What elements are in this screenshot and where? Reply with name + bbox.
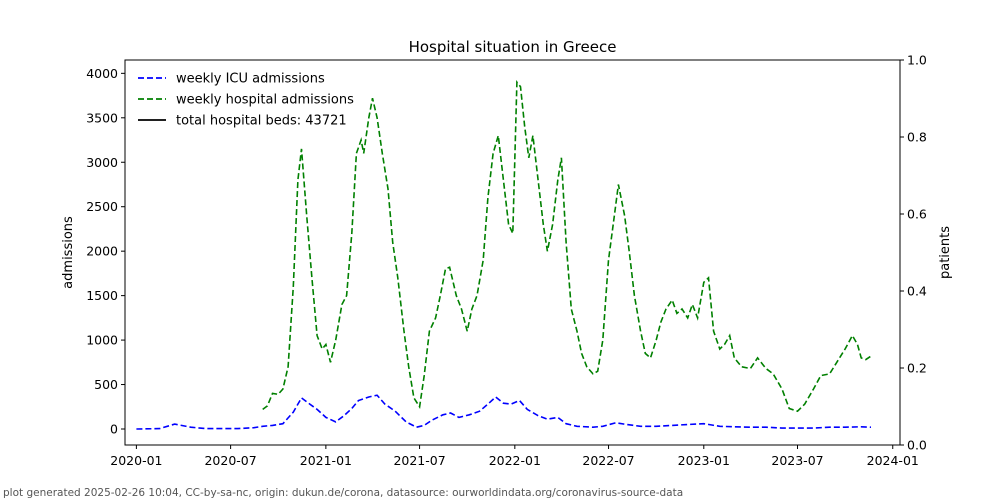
series-line-1 — [262, 79, 872, 413]
series-line-0 — [136, 394, 872, 430]
y-axis-label: admissions — [61, 216, 76, 289]
footer-credit: plot generated 2025-02-26 10:04, CC-by-s… — [3, 487, 684, 499]
legend-label: total hospital beds: 43721 — [176, 114, 347, 129]
y-tick-label: 2500 — [86, 199, 118, 214]
y-axis-left: 0 500 1000 1500 2000 2500 3000 3500 4000 — [86, 66, 125, 436]
y-tick-label-right: 1.0 — [907, 53, 927, 68]
x-tick-label: 2021-07 — [393, 453, 445, 468]
legend-label: weekly ICU admissions — [176, 72, 325, 87]
y-tick-label-right: 0.6 — [907, 207, 927, 222]
legend-item-0: weekly ICU admissions — [138, 72, 325, 87]
y-tick-label: 1500 — [86, 288, 118, 303]
x-tick-label: 2024-01 — [867, 453, 919, 468]
x-tick-label: 2022-07 — [582, 453, 634, 468]
x-tick-label: 2020-01 — [110, 453, 162, 468]
y-tick-label: 1000 — [86, 333, 118, 348]
y-tick-label: 4000 — [86, 66, 118, 81]
legend-item-1: weekly hospital admissions — [138, 93, 354, 108]
y-axis-label-right: patients — [938, 226, 953, 279]
plot-area — [136, 79, 872, 430]
legend-label: weekly hospital admissions — [176, 93, 354, 108]
x-tick-label: 2023-07 — [771, 453, 823, 468]
x-axis: 2020-01 2020-07 2021-01 2021-07 2022-01 2022-… — [110, 445, 919, 468]
x-tick-label: 2023-01 — [678, 453, 730, 468]
y-tick-label: 3500 — [86, 110, 118, 125]
chart-title: Hospital situation in Greece — [409, 38, 617, 56]
chart: Hospital situation in Greece 2020-01 2020… — [61, 38, 953, 468]
x-tick-label: 2022-01 — [489, 453, 541, 468]
y-tick-label: 2000 — [86, 244, 118, 259]
y-tick-label: 3000 — [86, 155, 118, 170]
x-tick-label: 2020-07 — [204, 453, 256, 468]
y-tick-label: 0 — [110, 421, 118, 436]
y-axis-right: 0.0 0.2 0.4 0.6 0.8 1.0 — [900, 53, 927, 453]
y-tick-label-right: 0.0 — [907, 438, 927, 453]
y-tick-label: 500 — [94, 377, 118, 392]
y-tick-label-right: 0.8 — [907, 130, 927, 145]
legend: weekly ICU admissions weekly hospital adm… — [138, 72, 354, 129]
y-tick-label-right: 0.2 — [907, 361, 927, 376]
y-tick-label-right: 0.4 — [907, 284, 927, 299]
legend-item-2: total hospital beds: 43721 — [138, 114, 347, 129]
plot-frame — [124, 59, 901, 446]
x-tick-label: 2021-01 — [300, 453, 352, 468]
